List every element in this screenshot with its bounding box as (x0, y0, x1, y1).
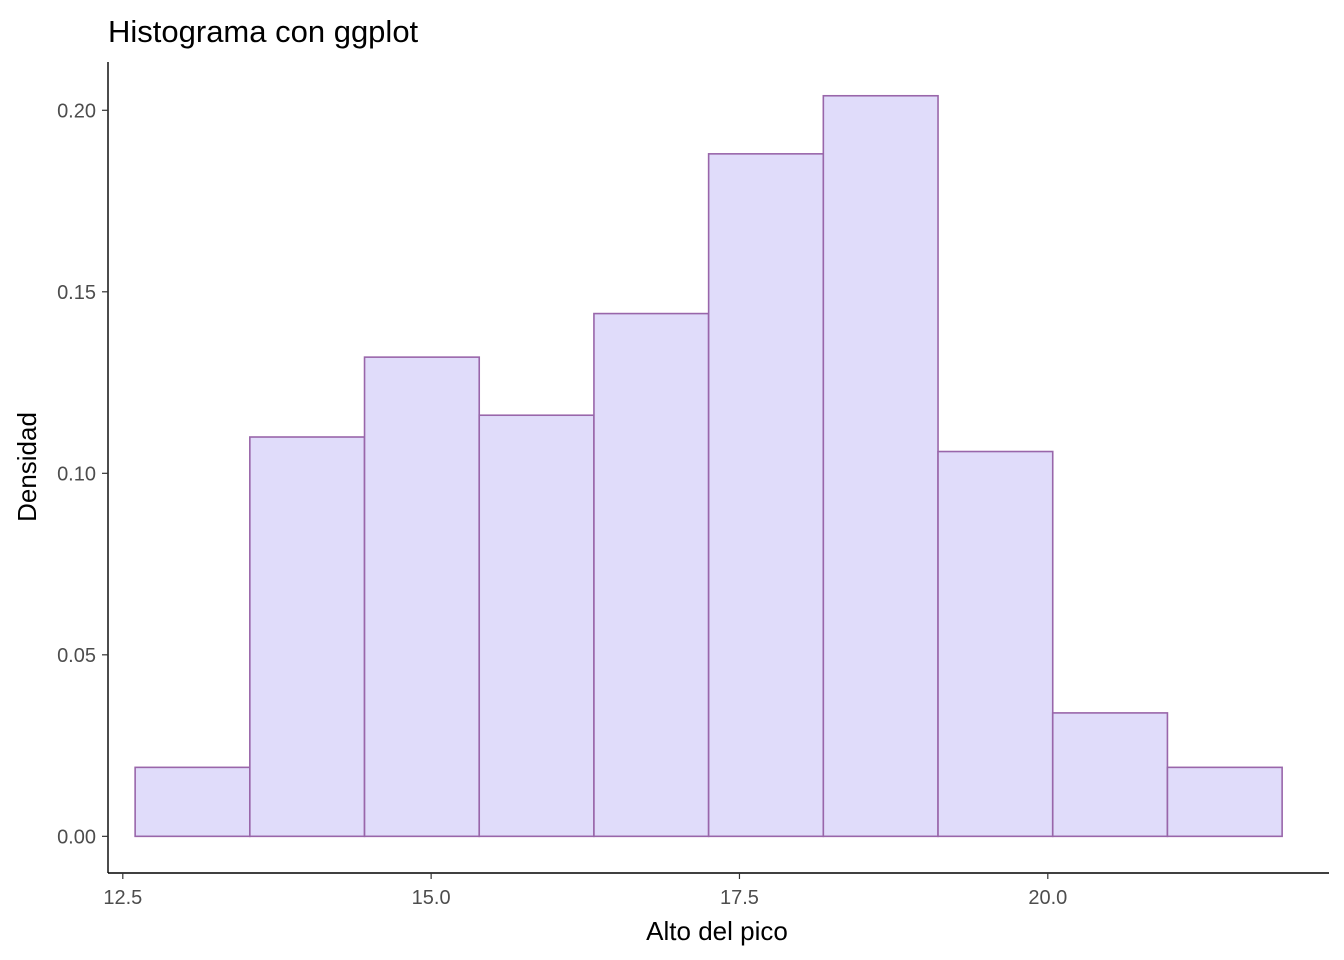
histogram-bar-2 (249, 436, 366, 838)
x-ticks-group: 12.5 15.0 17.5 20.0 (103, 873, 1067, 909)
histogram-bar-7 (822, 94, 939, 838)
histogram-bar-5 (593, 312, 710, 838)
histogram-bar-8 (937, 450, 1054, 838)
histogram-bar-4 (478, 414, 595, 838)
histogram-bar-10 (1166, 766, 1283, 838)
x-tick-label: 12.5 (103, 887, 142, 909)
histogram-bar-1 (134, 766, 251, 838)
y-axis-title: Densidad (12, 412, 42, 522)
x-tick-label: 20.0 (1028, 887, 1067, 909)
y-tick-label: 0.15 (57, 282, 96, 304)
x-tick-label: 15.0 (412, 887, 451, 909)
y-tick-label: 0.10 (57, 463, 96, 485)
histogram-bar-3 (363, 356, 481, 838)
histogram-bar-9 (1051, 712, 1169, 838)
y-ticks-group: 0.00 0.05 0.10 0.15 0.20 (57, 100, 108, 848)
histogram-bar-6 (707, 153, 825, 838)
y-tick-label: 0.20 (57, 100, 96, 122)
y-tick-label: 0.00 (57, 826, 96, 848)
bars-group (134, 94, 1283, 838)
x-axis-title: Alto del pico (646, 916, 788, 946)
x-tick-label: 17.5 (720, 887, 759, 909)
y-tick-label: 0.05 (57, 645, 96, 667)
chart-title: Histograma con ggplot (108, 14, 419, 49)
